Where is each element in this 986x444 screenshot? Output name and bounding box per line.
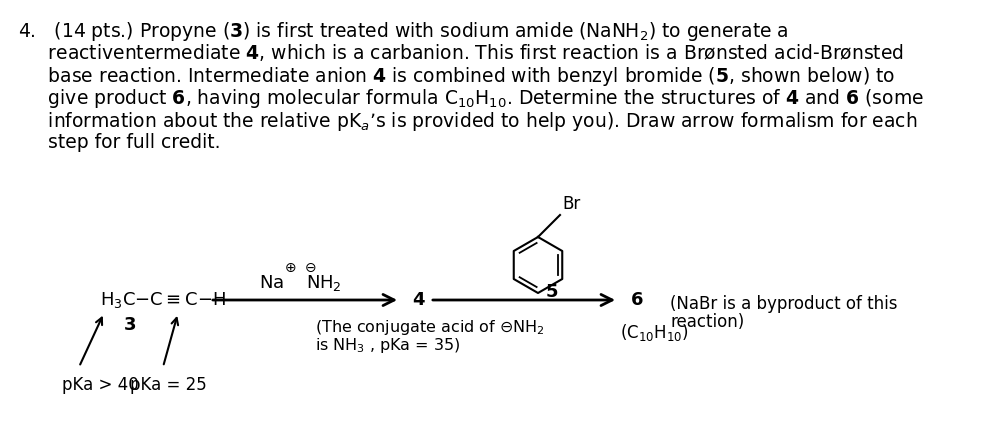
Text: is NH$_3$ , pKa = 35): is NH$_3$ , pKa = 35) (315, 336, 460, 355)
Text: (The conjugate acid of $\ominus$NH$_2$: (The conjugate acid of $\ominus$NH$_2$ (315, 318, 544, 337)
Text: $\mathbf{3}$: $\mathbf{3}$ (123, 316, 137, 334)
Text: Na    NH$_2$: Na NH$_2$ (258, 273, 341, 293)
Text: give product $\mathbf{6}$, having molecular formula C$_{10}$H$_{10}$. Determine : give product $\mathbf{6}$, having molecu… (18, 87, 924, 111)
Text: pKa = 25: pKa = 25 (130, 376, 207, 394)
Text: (C$_{10}$H$_{10}$): (C$_{10}$H$_{10}$) (620, 322, 688, 343)
Text: $\mathbf{6}$: $\mathbf{6}$ (630, 291, 644, 309)
Text: reactiventermediate $\mathbf{4}$, which is a carbanion. This first reaction is a: reactiventermediate $\mathbf{4}$, which … (18, 43, 904, 63)
Text: pKa > 40: pKa > 40 (62, 376, 139, 394)
Text: $\mathbf{5}$: $\mathbf{5}$ (545, 283, 558, 301)
Text: reaction): reaction) (670, 313, 744, 331)
Text: step for full credit.: step for full credit. (18, 132, 221, 151)
Text: information about the relative pK$_a$’s is provided to help you). Draw arrow for: information about the relative pK$_a$’s … (18, 110, 917, 133)
Text: 4.   (14 pts.) Propyne ($\mathbf{3}$) is first treated with sodium amide (NaNH$_: 4. (14 pts.) Propyne ($\mathbf{3}$) is f… (18, 20, 789, 43)
Text: $\oplus$  $\ominus$: $\oplus$ $\ominus$ (284, 261, 317, 275)
Text: Br: Br (562, 195, 580, 213)
Text: H$_3$C$-$C$\equiv$C$-$H: H$_3$C$-$C$\equiv$C$-$H (100, 290, 226, 310)
Text: base reaction. Intermediate anion $\mathbf{4}$ is combined with benzyl bromide (: base reaction. Intermediate anion $\math… (18, 65, 895, 88)
Text: (NaBr is a byproduct of this: (NaBr is a byproduct of this (670, 295, 897, 313)
Text: $\mathbf{4}$: $\mathbf{4}$ (412, 291, 426, 309)
